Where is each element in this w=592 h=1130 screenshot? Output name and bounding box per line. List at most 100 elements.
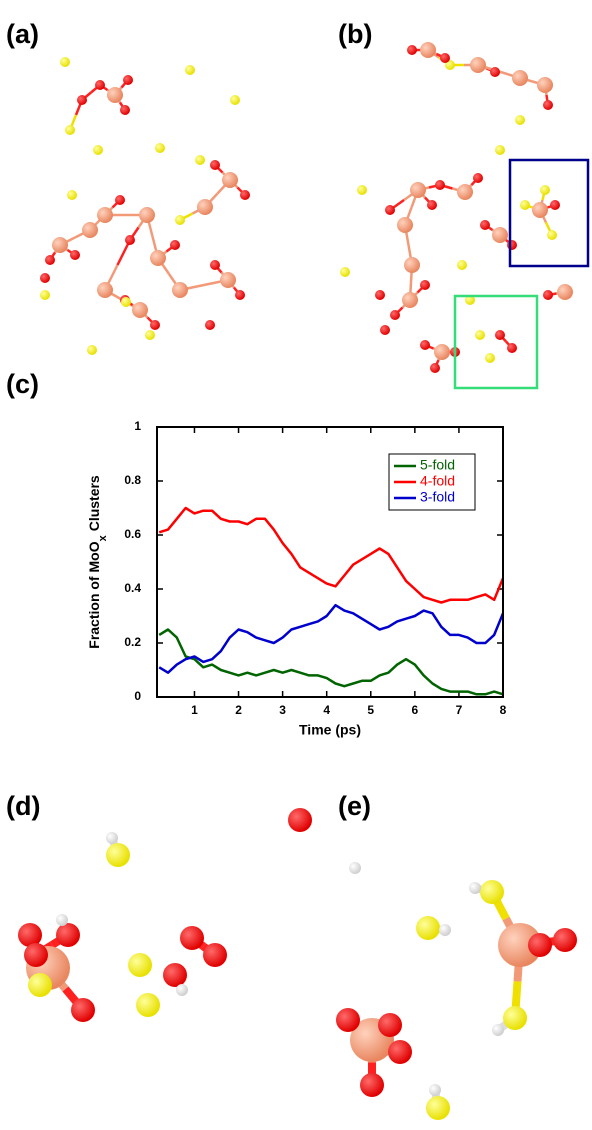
atom xyxy=(512,70,528,86)
atom xyxy=(107,87,123,103)
atom xyxy=(121,297,131,307)
legend-label: 3-fold xyxy=(420,489,455,505)
chart: 0 0.2 0.4 0.6 0.8 1 1 2 3 4 5 6 7 8 Time (ps) Fraction … xyxy=(86,419,507,738)
atom xyxy=(475,330,485,340)
atom xyxy=(185,65,195,75)
atom xyxy=(457,260,467,270)
atom xyxy=(503,1006,527,1030)
atom xyxy=(404,257,420,273)
atom xyxy=(420,340,430,350)
atom xyxy=(93,145,103,155)
atom xyxy=(480,880,504,904)
atom xyxy=(340,267,350,277)
series-line xyxy=(158,506,505,604)
atom xyxy=(145,330,155,340)
atom xyxy=(172,282,188,298)
highlight-box xyxy=(508,158,590,268)
atom xyxy=(380,325,390,335)
atom xyxy=(430,363,440,373)
atom xyxy=(543,100,553,110)
atom xyxy=(24,943,48,967)
atom xyxy=(357,185,367,195)
atom xyxy=(440,53,450,63)
y-axis-label-part: x xyxy=(97,534,109,541)
atom xyxy=(397,217,413,233)
atom xyxy=(490,67,500,77)
atom xyxy=(60,57,70,67)
atom xyxy=(537,77,553,93)
atom xyxy=(515,115,525,125)
atom xyxy=(550,200,560,210)
atom xyxy=(429,1084,441,1096)
atom xyxy=(439,924,451,936)
atom xyxy=(155,143,165,153)
y-tick-label: 0.6 xyxy=(124,527,141,541)
atom xyxy=(485,353,495,363)
legend-label: 5-fold xyxy=(420,457,455,473)
atom xyxy=(407,45,417,55)
x-tick-label: 7 xyxy=(456,703,463,717)
x-axis-label: Time (ps) xyxy=(299,722,361,738)
atom xyxy=(480,220,490,230)
atom xyxy=(435,180,445,190)
atom xyxy=(528,933,552,957)
atom xyxy=(222,172,238,188)
panel-label: (a) xyxy=(6,19,39,49)
legend-label: 4-fold xyxy=(420,473,455,489)
atom xyxy=(540,185,550,195)
atom xyxy=(18,923,42,947)
panel-label: (c) xyxy=(6,369,39,399)
atom xyxy=(176,984,188,996)
x-tick-label: 4 xyxy=(323,703,330,717)
atom xyxy=(70,250,80,260)
panel-label: (d) xyxy=(6,791,40,821)
atom xyxy=(240,190,250,200)
y-axis-label-part: Clusters xyxy=(86,475,102,531)
atom xyxy=(557,284,573,300)
atom xyxy=(197,199,213,215)
atom xyxy=(40,273,50,283)
atom xyxy=(180,926,204,950)
atom xyxy=(553,928,577,952)
atom xyxy=(507,343,517,353)
y-tick-label: 0.8 xyxy=(124,473,141,487)
atom xyxy=(56,923,80,947)
atom xyxy=(136,993,160,1017)
atom xyxy=(469,882,481,894)
atom xyxy=(336,1008,360,1032)
atom xyxy=(150,320,160,330)
atom xyxy=(106,843,130,867)
atom xyxy=(205,320,215,330)
atom xyxy=(87,345,97,355)
atom xyxy=(210,160,220,170)
x-tick-label: 2 xyxy=(235,703,242,717)
x-tick-label: 6 xyxy=(412,703,419,717)
atom xyxy=(139,207,155,223)
atom xyxy=(235,290,245,300)
atom xyxy=(426,1096,450,1120)
atom xyxy=(106,832,118,844)
y-tick-label: 1 xyxy=(134,419,141,433)
atom xyxy=(65,125,75,135)
atom xyxy=(532,202,548,218)
atom xyxy=(97,207,113,223)
atom xyxy=(543,290,553,300)
atom xyxy=(128,953,152,977)
atom xyxy=(203,943,227,967)
atom xyxy=(150,250,166,266)
y-axis-label: Fraction of MoOx Clusters xyxy=(86,475,109,649)
atom xyxy=(390,310,400,320)
x-tick-label: 3 xyxy=(279,703,286,717)
atom xyxy=(170,240,180,250)
atom xyxy=(445,60,455,70)
y-tick-label: 0 xyxy=(134,689,141,703)
atom xyxy=(125,235,135,245)
atom xyxy=(465,295,475,305)
atom xyxy=(378,1013,402,1037)
atom xyxy=(360,1073,384,1097)
atom xyxy=(288,808,312,832)
atom xyxy=(375,290,385,300)
highlight-box xyxy=(453,294,539,390)
plot-frame xyxy=(156,426,504,698)
